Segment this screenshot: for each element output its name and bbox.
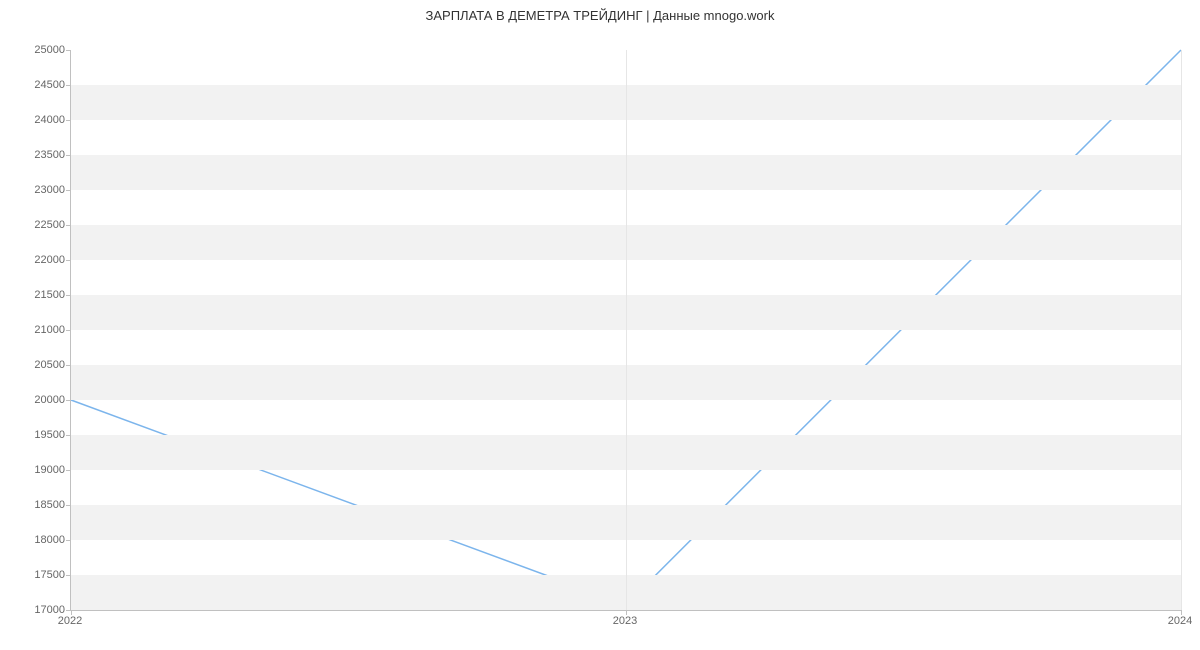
y-tick-mark xyxy=(66,225,71,226)
y-tick-label: 24500 xyxy=(5,79,65,91)
y-tick-label: 17500 xyxy=(5,569,65,581)
chart-title: ЗАРПЛАТА В ДЕМЕТРА ТРЕЙДИНГ | Данные mno… xyxy=(0,0,1200,23)
y-tick-label: 25000 xyxy=(5,44,65,56)
y-tick-label: 21500 xyxy=(5,289,65,301)
y-tick-mark xyxy=(66,575,71,576)
y-tick-mark xyxy=(66,190,71,191)
y-tick-mark xyxy=(66,435,71,436)
y-tick-label: 21000 xyxy=(5,324,65,336)
x-grid-line xyxy=(626,50,627,610)
y-tick-mark xyxy=(66,470,71,471)
y-tick-label: 23000 xyxy=(5,184,65,196)
y-tick-mark xyxy=(66,330,71,331)
y-tick-label: 18000 xyxy=(5,534,65,546)
y-tick-mark xyxy=(66,260,71,261)
y-tick-mark xyxy=(66,365,71,366)
y-tick-label: 20000 xyxy=(5,394,65,406)
x-tick-label: 2022 xyxy=(58,615,82,627)
y-tick-label: 20500 xyxy=(5,359,65,371)
y-tick-mark xyxy=(66,50,71,51)
y-tick-label: 17000 xyxy=(5,604,65,616)
y-tick-mark xyxy=(66,400,71,401)
plot-area xyxy=(70,50,1181,611)
y-tick-label: 19000 xyxy=(5,464,65,476)
y-tick-mark xyxy=(66,540,71,541)
x-grid-line xyxy=(1181,50,1182,610)
y-tick-label: 23500 xyxy=(5,149,65,161)
x-tick-label: 2023 xyxy=(613,615,637,627)
y-tick-label: 19500 xyxy=(5,429,65,441)
y-tick-mark xyxy=(66,295,71,296)
y-tick-label: 22000 xyxy=(5,254,65,266)
y-tick-mark xyxy=(66,85,71,86)
y-tick-mark xyxy=(66,155,71,156)
y-tick-label: 24000 xyxy=(5,114,65,126)
y-tick-mark xyxy=(66,505,71,506)
y-tick-label: 18500 xyxy=(5,499,65,511)
y-tick-label: 22500 xyxy=(5,219,65,231)
y-tick-mark xyxy=(66,120,71,121)
x-tick-label: 2024 xyxy=(1168,615,1192,627)
salary-chart: ЗАРПЛАТА В ДЕМЕТРА ТРЕЙДИНГ | Данные mno… xyxy=(0,0,1200,650)
